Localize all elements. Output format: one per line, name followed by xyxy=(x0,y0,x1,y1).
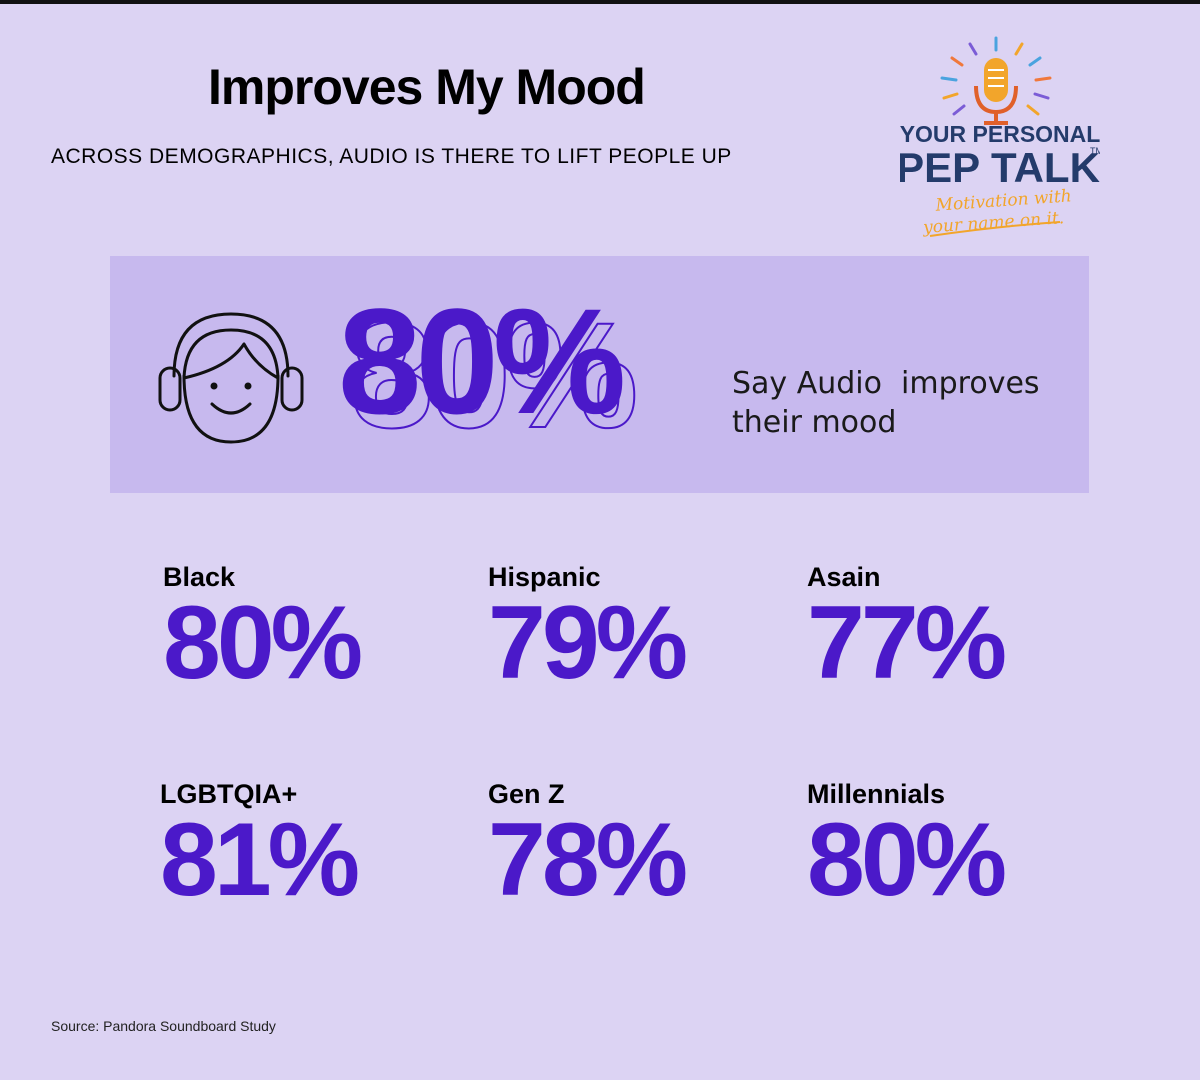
stat-hispanic: Hispanic 79% xyxy=(488,562,788,695)
stat-label: Asain xyxy=(807,562,881,592)
hero-caption: Say Audio improves their mood xyxy=(732,364,1072,442)
stat-label: Black xyxy=(163,562,236,592)
hero-stat-outline: 80% xyxy=(349,291,639,459)
page-subtitle: ACROSS DEMOGRAPHICS, AUDIO IS THERE TO L… xyxy=(51,145,732,168)
hero-caption-line2: their mood xyxy=(732,405,897,440)
stat-asain: Asain 77% xyxy=(807,562,1107,695)
stat-value: 81% xyxy=(160,802,360,918)
hero-stat-value: 80% 80% xyxy=(338,286,639,451)
stat-value: 78% xyxy=(488,802,688,918)
stat-label: LGBTQIA+ xyxy=(160,779,298,809)
stat-value: 80% xyxy=(807,802,1007,918)
stat-label: Gen Z xyxy=(488,779,565,809)
hero-stat-text: 80% xyxy=(338,277,626,445)
stat-lgbtqia: LGBTQIA+ 81% xyxy=(160,779,460,912)
page-title: Improves My Mood xyxy=(208,59,646,115)
stat-label: Millennials xyxy=(807,779,946,809)
stat-gen-z: Gen Z 78% xyxy=(488,779,788,912)
stat-value: 77% xyxy=(807,585,1007,701)
top-border xyxy=(0,0,1200,4)
pep-talk-logo: YOUR PERSONAL PEP TALK TM Motivation wit… xyxy=(900,36,1100,238)
logo-line2: PEP TALK xyxy=(900,144,1100,191)
source-note: Source: Pandora Soundboard Study xyxy=(51,1018,276,1034)
headphones-face-icon xyxy=(158,312,304,444)
hero-caption-line1: Say Audio improves xyxy=(732,366,1040,401)
logo-trademark: TM xyxy=(1090,146,1100,156)
hero-panel: 80% 80% Say Audio improves their mood xyxy=(110,256,1089,493)
microphone-icon xyxy=(940,36,1052,125)
stat-millennials: Millennials 80% xyxy=(807,779,1107,912)
stat-value: 79% xyxy=(488,585,688,701)
logo-line1: YOUR PERSONAL xyxy=(900,121,1100,147)
stat-label: Hispanic xyxy=(488,562,601,592)
stat-black: Black 80% xyxy=(163,562,463,695)
stat-value: 80% xyxy=(163,585,363,701)
